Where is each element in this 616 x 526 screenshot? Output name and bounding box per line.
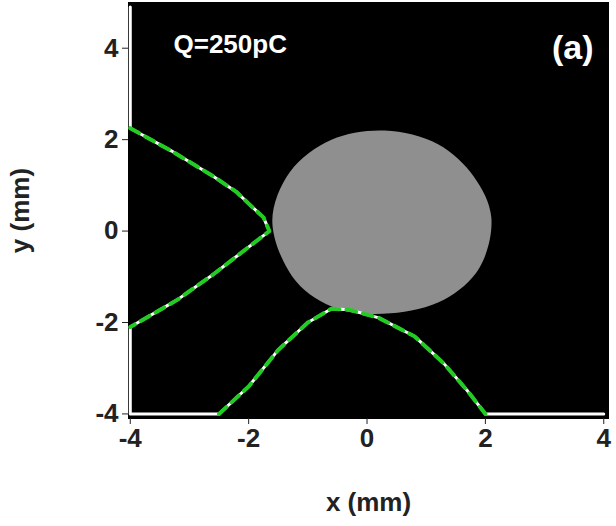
svg-text:x (mm): x (mm) [326, 487, 411, 517]
svg-text:(a): (a) [552, 28, 594, 66]
svg-text:2: 2 [478, 423, 492, 453]
svg-text:-2: -2 [95, 307, 118, 337]
svg-text:-4: -4 [119, 423, 143, 453]
svg-text:y (mm): y (mm) [5, 168, 35, 253]
svg-text:-4: -4 [95, 398, 119, 428]
svg-text:Q=250pC: Q=250pC [174, 29, 288, 59]
svg-text:0: 0 [360, 423, 374, 453]
svg-text:4: 4 [597, 423, 612, 453]
svg-text:-2: -2 [237, 423, 260, 453]
svg-text:0: 0 [104, 215, 118, 245]
svg-text:2: 2 [104, 124, 118, 154]
svg-text:4: 4 [104, 33, 119, 63]
